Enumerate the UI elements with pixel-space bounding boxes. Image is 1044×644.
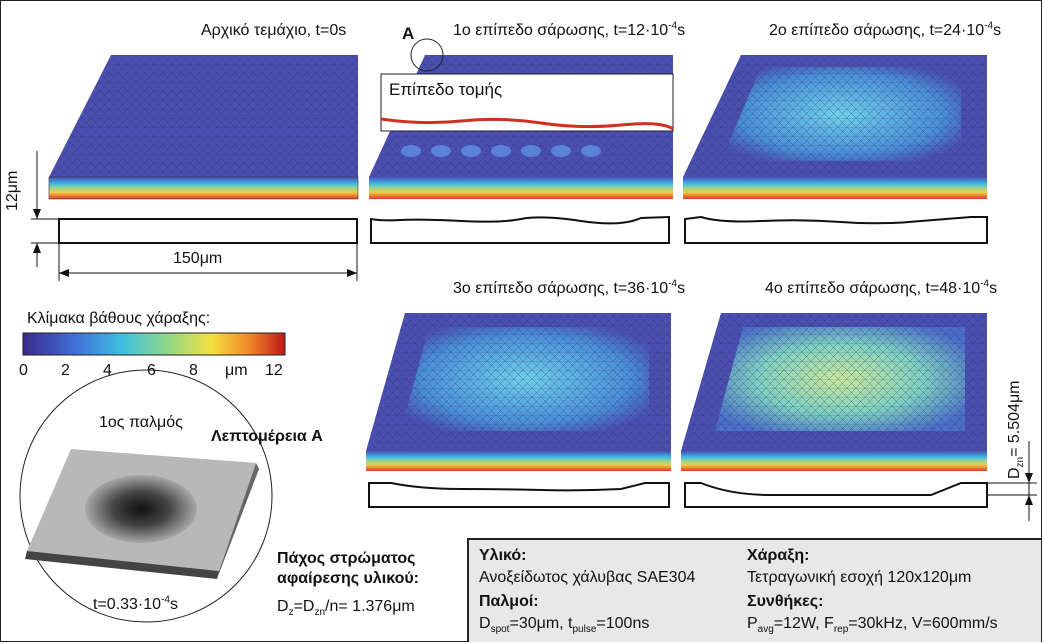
layer-formula: Dz=Dzn/n= 1.376μm xyxy=(277,598,415,619)
panel-title-scan-3: 3ο επίπεδο σάρωσης, t=36·10-4s xyxy=(453,278,686,297)
layer-formula-sub2: zn xyxy=(314,607,326,619)
scale-tick-0: 0 xyxy=(19,362,28,379)
info-box: Υλικό: Ανοξείδωτος χάλυβας SAE304 Παλμοί… xyxy=(467,538,1041,642)
layer-title-2: αφαίρεσης υλικού: xyxy=(277,570,419,587)
width-label: 150μm xyxy=(173,250,223,267)
pulse-time: t=0.33·10-4s xyxy=(93,594,178,613)
section-plane-label: Επίπεδο τομής xyxy=(389,80,503,99)
slab-scan-4 xyxy=(681,313,987,471)
panel-title-scan-2-text: 2ο επίπεδο σάρωσης, t=24·10 xyxy=(769,22,985,39)
dzn-value: = 5.504μm xyxy=(1006,380,1023,457)
panel-title-scan-2-exp: -4 xyxy=(984,20,994,32)
layer-formula-b: =D xyxy=(293,598,315,615)
detail-a-label: Λεπτομέρεια A xyxy=(211,428,323,445)
panel-title-scan-1-text: 1ο επίπεδο σάρωσης, t=12·10 xyxy=(453,22,669,39)
slab-initial xyxy=(48,55,359,200)
pulses-value: Dspot=30μm, tpulse=100ns xyxy=(479,615,650,636)
pulses-b: =30μm, t xyxy=(509,615,573,632)
panel-title-scan-1-exp: -4 xyxy=(668,20,678,32)
detail-marker: A xyxy=(402,24,415,43)
engraving-value: Τετραγωνική εσοχή 120x120μm xyxy=(747,569,972,586)
panel-title-initial: Αρχικό τεμάχιο, t=0s xyxy=(201,22,347,39)
cond-a: P xyxy=(747,615,758,632)
panel-title-scan-3-text: 3ο επίπεδο σάρωσης, t=36·10 xyxy=(453,280,669,297)
scale-tick-2: 2 xyxy=(61,362,70,379)
layer-formula-sub1: z xyxy=(288,607,294,619)
panel-title-scan-4: 4ο επίπεδο σάρωσης, t=48·10-4s xyxy=(765,278,998,297)
panel-title-scan-4-exp: -4 xyxy=(980,278,990,290)
detail-circle xyxy=(19,369,273,623)
slab-scan-3 xyxy=(366,313,671,471)
scale-tick-6: 6 xyxy=(147,362,156,379)
pulses-sub1: spot xyxy=(490,624,510,636)
conditions-label: Συνθήκες: xyxy=(747,593,824,610)
pulse-label: 1ος παλμός xyxy=(99,414,183,431)
slab-scan-1 xyxy=(369,38,674,199)
pulses-label: Παλμοί: xyxy=(479,593,539,610)
pulse-time-exp: -4 xyxy=(161,594,170,606)
layer-formula-c: /n= 1.376μm xyxy=(325,598,415,615)
layer-formula-a: D xyxy=(277,598,289,615)
panel-title-scan-2-unit: s xyxy=(993,22,1002,39)
dzn-sub: zn xyxy=(1015,456,1027,468)
depth-scale-title: Κλίμακα βάθους χάραξης: xyxy=(27,310,211,327)
slab-scan-2 xyxy=(683,55,987,199)
pulse-time-unit: s xyxy=(169,596,178,613)
cond-sub2: rep xyxy=(833,624,849,636)
layer-title-1: Πάχος στρώματος xyxy=(277,550,416,567)
panel-title-scan-4-unit: s xyxy=(989,280,998,297)
panel-title-scan-3-unit: s xyxy=(677,280,686,297)
material-value: Ανοξείδωτος χάλυβας SAE304 xyxy=(479,569,696,586)
panel-title-scan-1-unit: s xyxy=(677,22,686,39)
pulses-c: =100ns xyxy=(596,615,650,632)
scale-tick-8: 8 xyxy=(189,362,198,379)
scale-tick-unit: μm xyxy=(225,362,248,379)
panel-title-scan-3-exp: -4 xyxy=(668,278,678,290)
dimension-arrows xyxy=(33,209,1033,505)
cond-b: =12W, F xyxy=(773,615,834,632)
material-label: Υλικό: xyxy=(479,547,527,564)
panel-title-scan-2: 2ο επίπεδο σάρωσης, t=24·10-4s xyxy=(769,20,1002,39)
panel-title-scan-1: 1ο επίπεδο σάρωσης, t=12·10-4s xyxy=(453,20,686,39)
thickness-label: 12μm xyxy=(4,170,21,211)
dzn-label: Dzn= 5.504μm xyxy=(1006,380,1027,480)
pulses-a: D xyxy=(479,615,491,632)
panel-title-scan-4-text: 4ο επίπεδο σάρωσης, t=48·10 xyxy=(765,280,981,297)
cond-sub1: avg xyxy=(757,624,774,636)
cond-c: =30kHz, V=600mm/s xyxy=(848,615,998,632)
pulses-sub2: pulse xyxy=(572,624,597,636)
depth-scale-bar xyxy=(22,332,286,356)
dzn-text: D xyxy=(1006,467,1023,479)
scale-tick-4: 4 xyxy=(103,362,112,379)
cross-sections xyxy=(58,215,988,508)
scale-tick-12: 12 xyxy=(265,362,283,379)
pulse-time-text: t=0.33·10 xyxy=(93,596,162,613)
engraving-label: Χάραξη: xyxy=(747,547,810,564)
conditions-value: Pavg=12W, Frep=30kHz, V=600mm/s xyxy=(747,615,998,636)
